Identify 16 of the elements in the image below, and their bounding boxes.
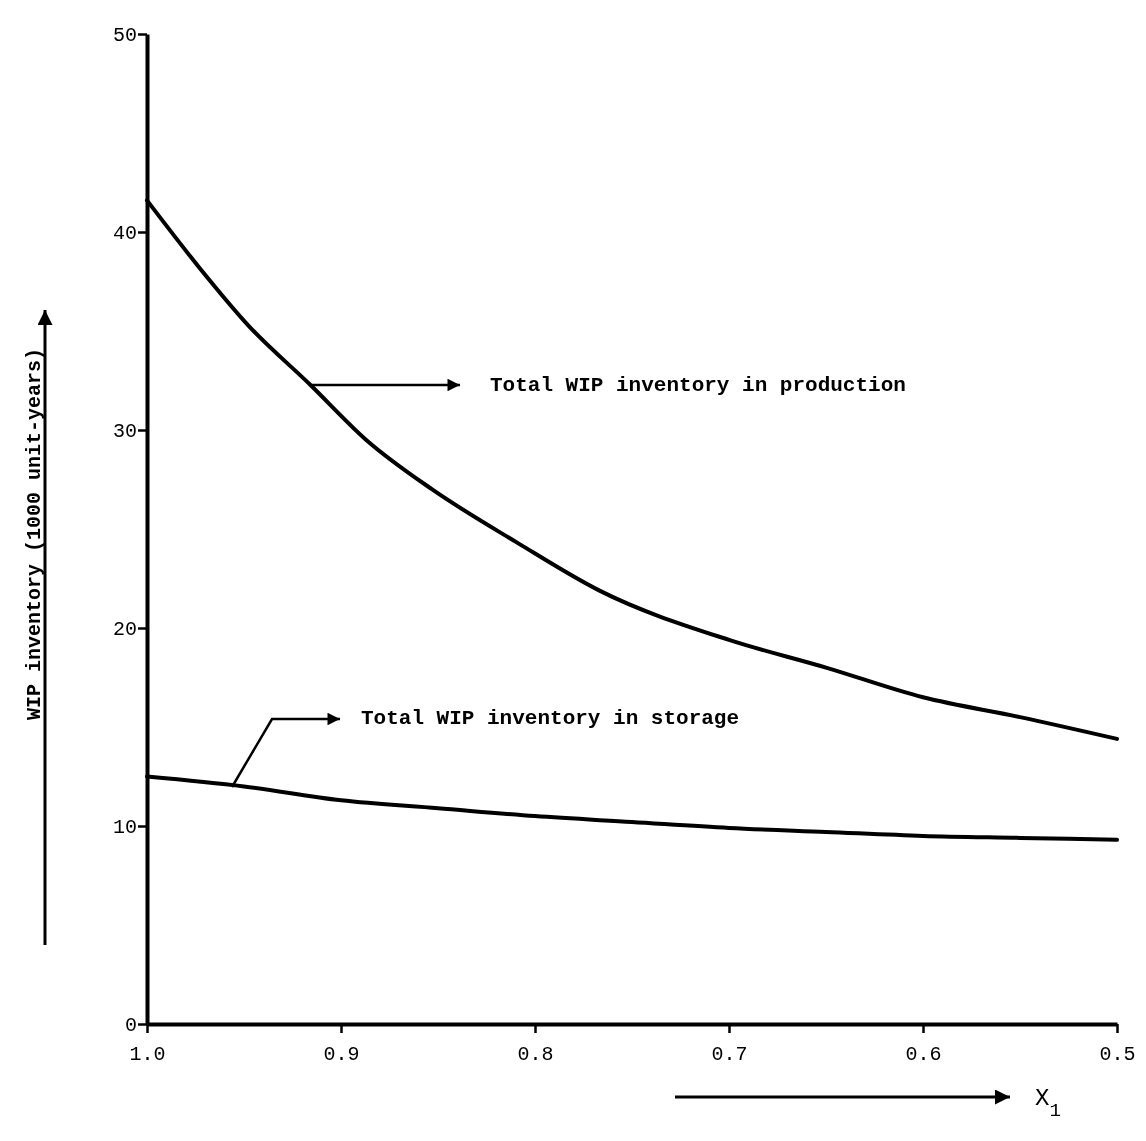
x-tick-label: 0.9 [323,1043,360,1066]
x-tick-label: 0.5 [1099,1043,1136,1066]
y-tick-label: 10 [112,815,137,839]
y-tick-label: 30 [112,419,137,443]
x-tick-label: 0.8 [517,1043,554,1066]
x-tick-label: 1.0 [129,1043,166,1066]
y-tick-label: 50 [112,23,137,47]
annotation: Total WIP inventory in production [490,374,906,398]
y-tick-label: 0 [124,1013,137,1037]
y-axis-title: WIP inventory (1000 unit-years) [23,347,46,720]
x-axis-title: X$_{1}$ [1035,1085,1061,1123]
annotation: Total WIP inventory in storage [361,707,740,731]
x-tick-label: 0.6 [905,1043,942,1066]
y-tick-label: 20 [112,617,137,641]
x-tick-label: 0.7 [711,1043,748,1066]
y-tick-label: 40 [112,221,137,245]
